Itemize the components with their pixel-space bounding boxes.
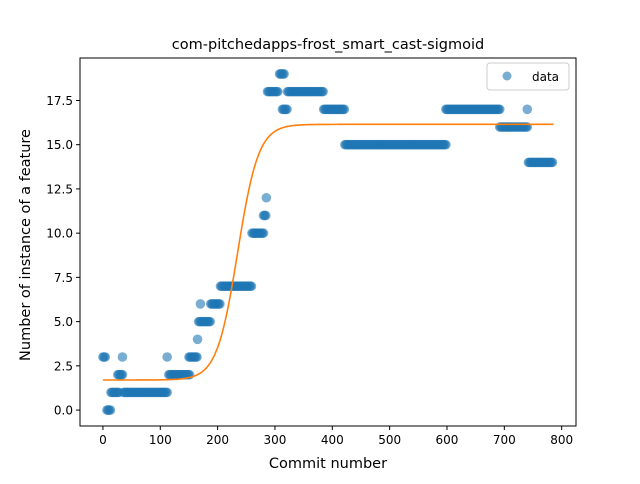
data-point: [282, 104, 292, 115]
data-point: [100, 352, 111, 362]
legend: data: [486, 62, 570, 91]
data-point: [339, 104, 350, 115]
x-tick-label: 100: [149, 433, 172, 447]
x-tick-label: 300: [264, 433, 287, 447]
data-points: [98, 69, 558, 415]
data-point: [494, 104, 505, 115]
data-point: [117, 369, 128, 380]
data-point: [258, 228, 269, 238]
sigmoid-fit-layer: [102, 123, 554, 381]
data-point: [261, 192, 272, 203]
x-axis-label: Commit number: [269, 456, 387, 472]
data-point: [192, 334, 203, 345]
data-point: [117, 352, 128, 362]
data-point: [192, 352, 202, 362]
x-tick-label: 400: [321, 433, 344, 447]
y-tick-label: 2.5: [54, 359, 73, 373]
data-point: [195, 299, 206, 309]
data-point: [205, 316, 215, 327]
y-tick-label: 0.0: [54, 404, 73, 418]
data-point: [260, 210, 271, 221]
data-point: [162, 352, 172, 362]
y-tick-label: 7.5: [54, 271, 73, 285]
x-tick-label: 200: [206, 433, 229, 447]
axes: [79, 57, 577, 427]
chart-title: com-pitchedapps-frost_smart_cast-sigmoid: [172, 37, 484, 53]
legend-label-data: data: [532, 70, 559, 84]
y-tick-label: 17.5: [46, 94, 73, 108]
data-point: [273, 86, 283, 97]
x-tick-label: 700: [493, 433, 516, 447]
data-point: [279, 69, 289, 79]
y-tick-label: 15.0: [46, 138, 73, 152]
y-tick-label: 10.0: [46, 227, 73, 241]
data-point: [162, 387, 172, 398]
tick-labels: 0 100 200 300 400 500 600 700 800 0.0 2.5 5.0 7.5 10.…: [46, 94, 573, 447]
data-point: [522, 104, 533, 115]
data-point: [318, 86, 328, 97]
data-point: [105, 405, 116, 415]
y-axis-label: Number of instance of a feature: [18, 129, 34, 361]
data-point: [215, 299, 225, 309]
legend-box: [486, 62, 570, 91]
x-tick-label: 800: [550, 433, 573, 447]
legend-marker-data: [502, 71, 512, 81]
data-point: [547, 157, 558, 168]
data-point: [246, 281, 257, 292]
x-tick-label: 500: [378, 433, 401, 447]
y-tick-label: 12.5: [46, 182, 73, 196]
x-tick-label: 600: [436, 433, 459, 447]
y-tick-label: 5.0: [54, 315, 73, 329]
x-tick-label: 0: [99, 433, 107, 447]
data-point: [441, 139, 451, 150]
sigmoid-fit-line: [102, 123, 554, 381]
plot-frame: [79, 57, 577, 427]
